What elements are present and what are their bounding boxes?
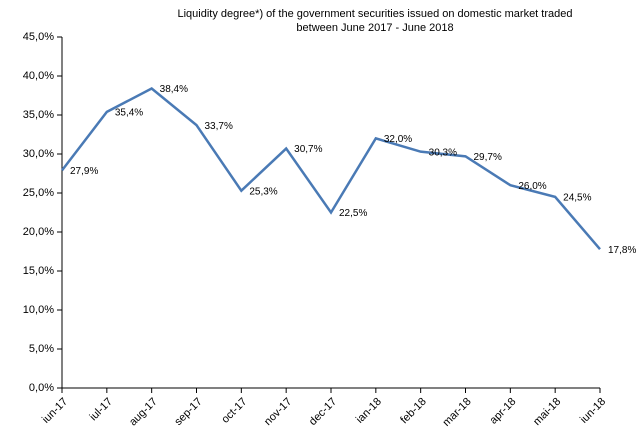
y-tick-label: 10,0% <box>23 304 54 316</box>
line <box>61 86 601 250</box>
y-tick-label: 30,0% <box>23 148 54 160</box>
x-tick-label: apr-18 <box>488 396 519 427</box>
x-tick-label: nov-17 <box>262 396 294 428</box>
value-label: 24,5% <box>563 193 591 204</box>
value-label: 35,4% <box>115 108 143 119</box>
value-label: 30,3% <box>429 147 457 158</box>
value-label: 38,4% <box>160 84 188 95</box>
value-label: 22,5% <box>339 208 367 219</box>
y-tick-label: 5,0% <box>29 343 54 355</box>
x-tick-label: mai-18 <box>531 396 563 428</box>
value-label: 17,8% <box>608 245 636 256</box>
value-label: 29,7% <box>474 152 502 163</box>
x-tick-label: dec-17 <box>307 396 339 428</box>
value-label: 33,7% <box>205 121 233 132</box>
x-tick-label: oct-17 <box>219 396 249 426</box>
x-tick-label: iun-17 <box>40 396 70 426</box>
y-tick-label: 20,0% <box>23 226 54 238</box>
value-label: 32,0% <box>384 134 412 145</box>
value-label: 25,3% <box>249 186 277 197</box>
y-tick-label: 15,0% <box>23 265 54 277</box>
y-tick-label: 45,0% <box>23 31 54 43</box>
chart-title: between June 2017 - June 2018 <box>296 22 453 34</box>
x-tick-label: mar-18 <box>441 396 474 429</box>
x-tick-label: ian-18 <box>354 396 384 426</box>
value-label: 30,7% <box>294 144 322 155</box>
x-tick-label: iun-18 <box>578 396 608 426</box>
chart-title: Liquidity degree*) of the government sec… <box>178 8 573 20</box>
x-tick-label: aug-17 <box>127 396 160 429</box>
y-tick-label: 0,0% <box>29 382 54 394</box>
y-tick-label: 40,0% <box>23 70 54 82</box>
y-tick-label: 25,0% <box>23 187 54 199</box>
x-tick-label: feb-18 <box>398 396 429 427</box>
x-tick-label: iul-17 <box>87 396 115 424</box>
value-label: 27,9% <box>70 166 98 177</box>
value-label: 26,0% <box>518 181 546 192</box>
x-tick-label: sep-17 <box>172 396 204 428</box>
y-tick-label: 35,0% <box>23 109 54 121</box>
